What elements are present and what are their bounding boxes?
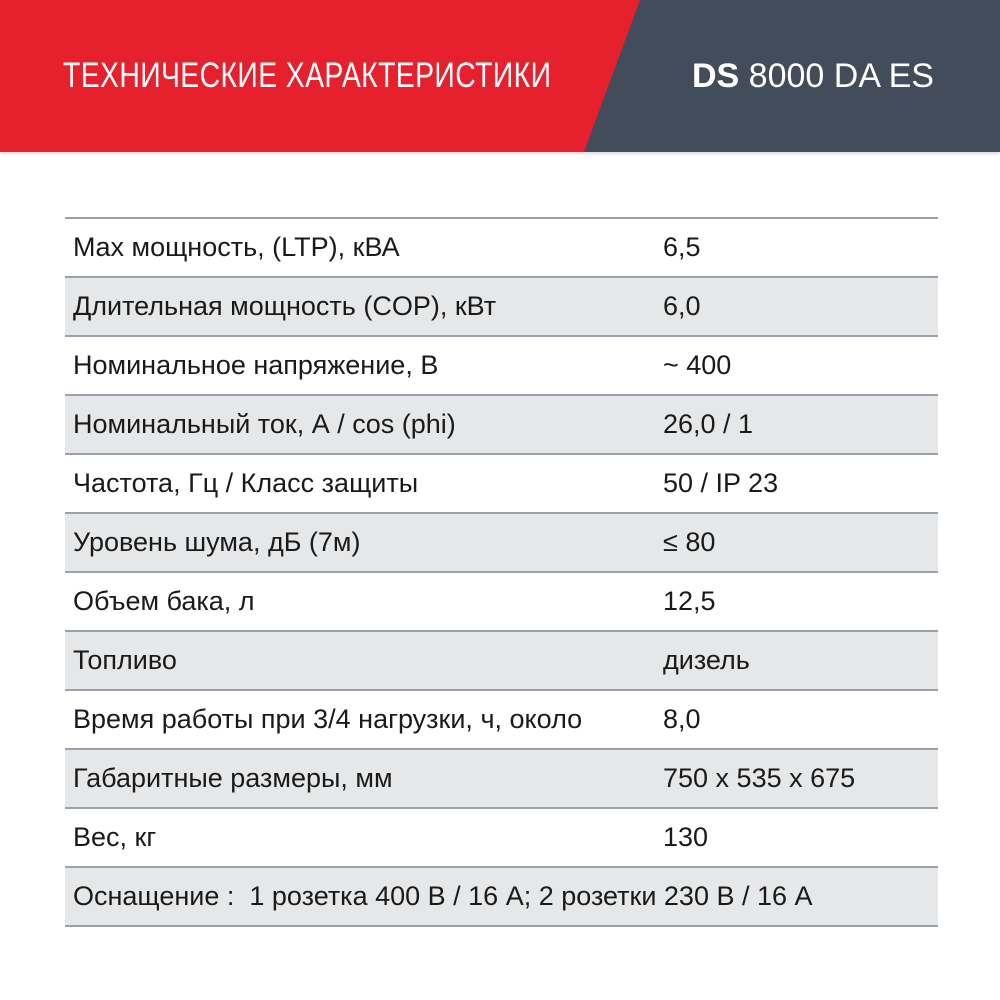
spec-label: Топливо	[73, 645, 177, 675]
spec-label: Уровень шума, дБ (7м)	[73, 527, 361, 557]
spec-value: 6,0	[663, 291, 701, 321]
model-number: 8000 DA ES	[739, 56, 934, 95]
spec-value: 130	[663, 822, 709, 852]
table-row-equipment: Оснащение : 1 розетка 400 В / 16 А; 2 ро…	[65, 867, 938, 926]
spec-label: Max мощность, (LTP), кВА	[73, 232, 400, 262]
table-row: Топливо дизель	[65, 631, 938, 690]
spec-value: 8,0	[663, 704, 701, 734]
table-row: Длительная мощность (COP), кВт 6,0	[65, 277, 938, 336]
spec-label: Номинальное напряжение, В	[73, 350, 439, 380]
spec-label: Время работы при 3/4 нагрузки, ч, около	[73, 704, 583, 734]
spec-value: 12,5	[663, 586, 716, 616]
spec-value: 26,0 / 1	[663, 409, 754, 439]
table-row: Уровень шума, дБ (7м) ≤ 80	[65, 513, 938, 572]
table-row: Номинальное напряжение, В ~ 400	[65, 336, 938, 395]
page-title: ТЕХНИЧЕСКИЕ ХАРАКТЕРИСТИКИ	[63, 56, 552, 95]
table-row: Вес, кг 130	[65, 808, 938, 867]
header-band: ТЕХНИЧЕСКИЕ ХАРАКТЕРИСТИКИ DS 8000 DA ES	[0, 0, 1000, 152]
spec-value: ≤ 80	[663, 527, 716, 557]
model-series: DS	[692, 56, 740, 95]
table-row: Max мощность, (LTP), кВА 6,5	[65, 218, 938, 277]
model-name: DS 8000 DA ES	[692, 0, 934, 152]
spec-label: Объем бака, л	[73, 586, 255, 616]
spec-label: Габаритные размеры, мм	[73, 763, 393, 793]
spec-value: 750 x 535 x 675	[663, 763, 856, 793]
spec-value: 6,5	[663, 232, 701, 262]
spec-table: Max мощность, (LTP), кВА 6,5 Длительная …	[65, 217, 938, 927]
header-red-shape	[0, 0, 640, 152]
spec-label: Длительная мощность (COP), кВт	[73, 291, 497, 321]
table-row: Время работы при 3/4 нагрузки, ч, около …	[65, 690, 938, 749]
table-row: Номинальный ток, А / cos (phi) 26,0 / 1	[65, 395, 938, 454]
spec-value: ~ 400	[663, 350, 732, 380]
table-row: Объем бака, л 12,5	[65, 572, 938, 631]
spec-value: 50 / IP 23	[663, 468, 779, 498]
spec-label: Номинальный ток, А / cos (phi)	[73, 409, 456, 439]
spec-label: Вес, кг	[73, 822, 157, 852]
table-row: Частота, Гц / Класс защиты 50 / IP 23	[65, 454, 938, 513]
spec-value: дизель	[663, 645, 750, 675]
table-row: Габаритные размеры, мм 750 x 535 x 675	[65, 749, 938, 808]
spec-label: Частота, Гц / Класс защиты	[73, 468, 419, 498]
equipment-note: Оснащение : 1 розетка 400 В / 16 А; 2 ро…	[73, 881, 813, 911]
